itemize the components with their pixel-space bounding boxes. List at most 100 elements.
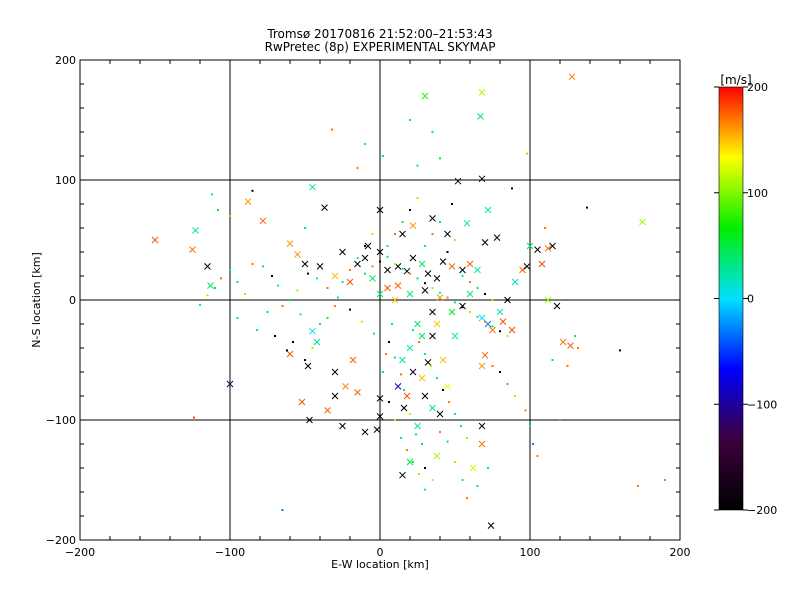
data-point-cross xyxy=(478,362,486,370)
data-point-dot xyxy=(296,289,299,292)
data-point-dot xyxy=(337,296,339,299)
data-point-dot xyxy=(394,419,396,421)
data-point-cross xyxy=(478,314,486,322)
data-point-dot xyxy=(526,152,528,155)
data-point-cross xyxy=(399,471,406,479)
data-point-dot xyxy=(439,431,441,433)
y-tick-label: 200 xyxy=(55,54,76,67)
data-point-dot xyxy=(559,419,561,421)
data-point-cross xyxy=(489,326,496,334)
data-point-dot xyxy=(400,373,402,376)
colorbar-tick-label: −100 xyxy=(747,398,777,411)
data-point-dot xyxy=(289,299,291,301)
data-point-dot xyxy=(406,449,408,451)
data-point-dot xyxy=(461,275,464,277)
data-point-cross xyxy=(544,296,552,304)
data-point-cross xyxy=(477,113,484,120)
data-point-dot xyxy=(206,294,209,297)
data-point-cross xyxy=(534,246,541,253)
data-point-cross xyxy=(354,389,361,396)
data-point-cross xyxy=(448,308,456,316)
data-point-dot xyxy=(385,353,387,355)
data-point-cross xyxy=(568,73,576,81)
data-point-dot xyxy=(316,277,318,280)
data-point-dot xyxy=(371,233,374,235)
y-tick-label: 0 xyxy=(69,294,76,307)
chart-title: Tromsø 20170816 21:52:00–21:53:43 xyxy=(266,27,492,41)
data-point-cross xyxy=(286,240,294,247)
y-tick-label: −100 xyxy=(46,414,76,427)
data-point-dot xyxy=(506,335,509,337)
data-point-dot xyxy=(499,371,501,373)
data-point-cross xyxy=(448,263,456,270)
data-point-cross xyxy=(376,206,384,214)
data-point-cross xyxy=(424,359,432,366)
data-point-dot xyxy=(418,341,420,343)
data-point-dot xyxy=(220,277,222,280)
data-point-cross xyxy=(384,284,391,292)
ticks: −200−200 −100 −100 0 0 100 100 200 200 xyxy=(46,54,691,559)
x-tick-label: 100 xyxy=(520,546,541,559)
data-point-cross xyxy=(304,362,312,370)
data-point-cross xyxy=(459,266,466,274)
data-point-cross xyxy=(433,320,441,328)
data-point-cross xyxy=(466,290,474,298)
data-point-dot xyxy=(382,371,384,373)
data-point-dot xyxy=(431,287,434,289)
data-point-dot xyxy=(326,317,329,319)
data-point-cross xyxy=(409,222,417,229)
data-point-cross xyxy=(361,254,369,262)
data-point-dot xyxy=(424,353,426,355)
data-point-dot xyxy=(461,479,464,481)
data-point-dot xyxy=(424,282,426,285)
data-point-dot xyxy=(391,323,393,325)
data-point-dot xyxy=(454,301,456,304)
data-point-dot xyxy=(251,189,254,192)
data-point-cross xyxy=(451,332,459,340)
data-point-cross xyxy=(478,422,486,430)
data-point-cross xyxy=(549,242,556,250)
data-point-dot xyxy=(319,323,321,325)
data-point-dot xyxy=(416,164,419,167)
data-point-cross xyxy=(519,266,526,274)
data-point-cross xyxy=(526,242,534,250)
data-point-dot xyxy=(331,128,333,131)
data-point-dot xyxy=(416,197,419,199)
data-point-cross xyxy=(409,368,417,376)
data-point-dot xyxy=(281,509,284,511)
data-point-cross xyxy=(400,404,408,412)
data-point-dot xyxy=(430,365,432,367)
data-point-dot xyxy=(394,233,396,235)
data-point-cross xyxy=(376,248,384,256)
data-point-cross xyxy=(421,92,429,100)
data-point-cross xyxy=(384,266,391,274)
data-point-cross xyxy=(433,452,441,460)
data-point-cross xyxy=(403,392,411,400)
data-point-dot xyxy=(394,263,396,265)
data-point-dot xyxy=(364,245,366,247)
data-point-dot xyxy=(637,485,639,487)
data-point-cross xyxy=(294,251,301,258)
data-point-dot xyxy=(403,389,405,391)
data-point-cross xyxy=(504,296,511,304)
data-point-dot xyxy=(448,401,450,403)
data-point-dot xyxy=(262,265,264,268)
data-point-cross xyxy=(418,374,426,382)
data-point-dot xyxy=(619,349,621,352)
data-point-dot xyxy=(416,277,419,280)
data-point-cross xyxy=(487,522,495,529)
data-point-dot xyxy=(193,416,195,419)
data-point-dot xyxy=(421,443,423,445)
data-point-cross xyxy=(331,392,339,400)
data-point-cross xyxy=(394,383,402,390)
data-point-dot xyxy=(379,260,381,263)
data-point-dot xyxy=(476,485,479,487)
data-point-dot xyxy=(292,341,294,343)
data-point-dot xyxy=(487,467,489,469)
data-point-cross xyxy=(469,464,477,472)
data-point-cross xyxy=(399,230,406,238)
data-point-dot xyxy=(439,221,441,223)
data-point-cross xyxy=(429,332,436,340)
data-point-cross xyxy=(481,239,489,246)
